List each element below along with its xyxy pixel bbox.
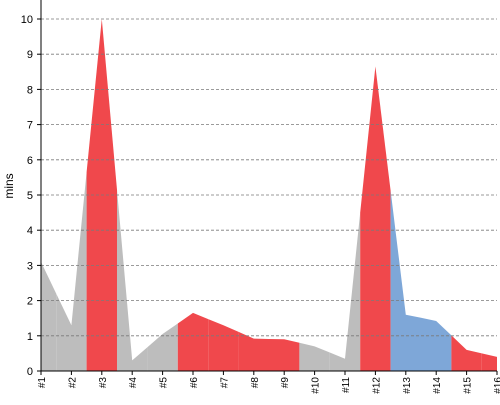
y-tick-label: 0 [27,366,33,378]
x-tick-label: #3 [98,377,109,389]
y-tick-label: 8 [27,84,33,96]
area-segment-7 [208,319,239,371]
x-tick-labels: #1 #2 #3 #4 #5 #6 #7 #8 #9 #10 #11 #12 #13 #14 #15 #16 [37,371,500,394]
x-tick-label: #5 [159,377,170,389]
x-tick-label: #7 [219,377,230,389]
x-tick-label: #6 [189,377,200,389]
area-segment-1 [41,261,57,371]
x-tick-label: #13 [402,377,413,394]
x-tick-label: #16 [493,377,500,394]
y-tick-labels: 0 1 2 3 4 5 6 7 8 9 10 [21,14,41,378]
y-tick-label: 7 [27,120,33,132]
area-segment-11 [329,212,361,371]
x-tick-label: #2 [67,377,78,389]
area-segment-5 [147,323,178,371]
y-tick-label: 1 [27,331,33,343]
y-axis-label: mins [2,173,16,198]
area-segment-16 [481,353,497,371]
area-segment-6 [177,312,209,371]
area-segment-15 [451,335,482,371]
area-segment-4 [117,189,148,371]
area-segment-13 [390,190,421,371]
y-tick-label: 3 [27,260,33,272]
x-tick-label: #11 [341,377,352,393]
y-tick-label: 6 [27,155,33,167]
gridlines [41,18,497,337]
y-tick-label: 2 [27,296,33,308]
area-segment-14 [421,317,452,371]
x-tick-label: #12 [371,377,382,394]
area-segment-2 [56,172,87,371]
area-segment-8 [238,331,269,371]
y-tick-label: 4 [27,225,33,237]
area-segment-10 [299,342,330,371]
area-segments [41,19,497,371]
area-segment-12 [360,66,391,371]
x-tick-label: #4 [128,377,139,389]
axes [40,0,497,372]
x-tick-label: #1 [37,377,48,389]
y-tick-label: 5 [27,190,33,202]
x-tick-label: #14 [432,377,443,394]
x-tick-label: #8 [250,377,261,389]
y-tick-label: 9 [27,49,33,61]
area-segment-9 [269,339,300,371]
x-tick-label: #15 [463,377,474,394]
y-tick-label: 10 [21,14,33,26]
x-tick-label: #9 [280,377,291,389]
x-tick-label: #10 [311,377,322,394]
